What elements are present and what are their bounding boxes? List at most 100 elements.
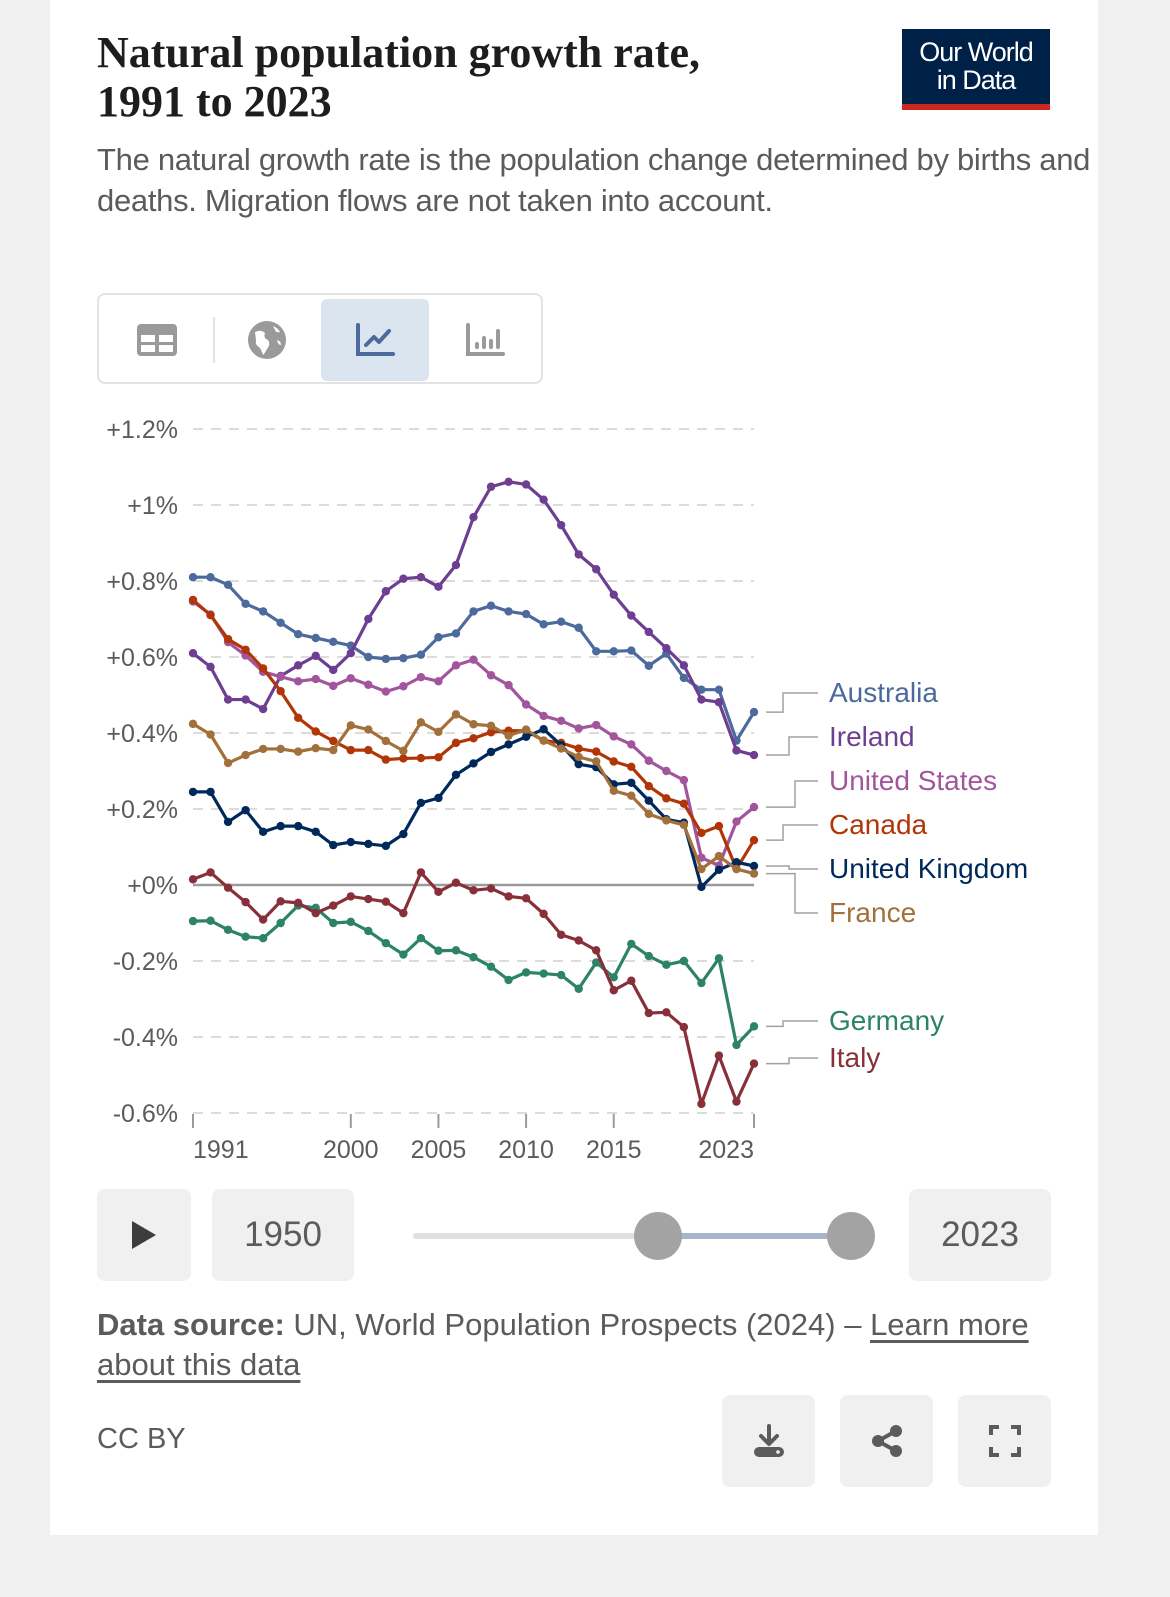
data-point: [662, 816, 671, 825]
data-point: [329, 637, 338, 646]
data-point: [749, 835, 759, 845]
data-point: [241, 599, 250, 608]
data-point: [223, 925, 233, 935]
data-point: [381, 938, 391, 948]
data-point: [697, 882, 706, 892]
data-point: [556, 744, 566, 753]
data-point: [416, 718, 426, 727]
data-point: [521, 968, 531, 977]
data-point: [539, 736, 548, 745]
data-point: [539, 969, 548, 978]
data-point: [697, 864, 706, 874]
end-year-button[interactable]: 2023: [909, 1189, 1051, 1281]
data-point: [749, 802, 759, 812]
data-point: [486, 728, 496, 737]
globe-icon: [248, 321, 286, 359]
data-point: [662, 960, 671, 969]
license[interactable]: CC BY: [97, 1423, 186, 1455]
label-connector: [766, 1057, 818, 1065]
data-point: [223, 883, 233, 892]
y-tick-label: +1.2%: [106, 416, 178, 444]
data-point: [679, 799, 689, 808]
data-point: [434, 946, 443, 955]
data-point: [416, 934, 426, 943]
data-point: [486, 884, 496, 893]
fullscreen-button[interactable]: [958, 1395, 1051, 1487]
data-point: [697, 685, 706, 694]
data-point: [381, 755, 391, 764]
timeline-start-handle[interactable]: [634, 1212, 682, 1260]
y-tick-label: +0.2%: [106, 796, 178, 824]
data-point: [293, 630, 303, 639]
data-point: [346, 837, 355, 847]
data-point: [416, 868, 426, 877]
data-point: [627, 762, 636, 772]
timeline-selected-range[interactable]: [658, 1233, 851, 1239]
data-point: [714, 851, 724, 861]
data-point: [276, 672, 285, 681]
data-point: [188, 875, 198, 884]
data-point: [609, 986, 618, 995]
tab-table[interactable]: [103, 299, 211, 381]
timeline-end-handle[interactable]: [827, 1212, 875, 1260]
data-point: [609, 590, 618, 599]
download-icon: [753, 1424, 784, 1457]
data-point: [258, 744, 268, 754]
data-point: [504, 680, 513, 690]
data-point: [486, 482, 496, 491]
data-point: [749, 1059, 759, 1068]
play-button[interactable]: [97, 1189, 191, 1281]
data-point: [329, 918, 338, 928]
data-point: [241, 695, 250, 704]
fullscreen-icon: [988, 1425, 1021, 1457]
data-point: [206, 573, 215, 582]
y-tick-label: +0%: [127, 872, 178, 900]
data-point: [364, 745, 373, 755]
data-point: [188, 787, 198, 797]
data-point: [258, 664, 268, 673]
start-year-button[interactable]: 1950: [212, 1189, 354, 1281]
data-point: [416, 573, 426, 582]
data-point: [556, 520, 566, 530]
tab-line-chart[interactable]: [321, 299, 429, 381]
data-point: [521, 480, 531, 489]
tab-bar-chart[interactable]: [431, 299, 539, 381]
data-point: [188, 595, 198, 605]
data-point: [399, 908, 408, 918]
data-point: [399, 950, 408, 959]
data-point: [486, 962, 496, 971]
data-point: [276, 687, 285, 696]
label-connector: [766, 780, 818, 808]
source-text: UN, World Population Prospects (2024) –: [284, 1307, 871, 1342]
data-point: [644, 809, 654, 819]
data-point: [258, 915, 268, 924]
data-point: [504, 740, 513, 749]
data-point: [486, 671, 496, 680]
data-point: [206, 611, 215, 620]
y-tick-label: -0.2%: [113, 948, 178, 976]
data-point: [697, 828, 706, 838]
data-point: [346, 892, 355, 901]
owid-logo[interactable]: Our World in Data: [902, 29, 1050, 110]
data-point: [276, 618, 285, 627]
data-point: [434, 582, 443, 591]
x-tick-label: 2005: [411, 1136, 467, 1164]
tab-map[interactable]: [213, 299, 321, 381]
data-point: [241, 897, 250, 907]
data-point: [364, 614, 373, 624]
data-point: [311, 674, 320, 684]
data-point: [732, 746, 741, 755]
data-point: [556, 617, 566, 626]
data-point: [469, 886, 478, 895]
data-point: [469, 759, 478, 768]
data-point: [521, 732, 531, 741]
data-point: [223, 695, 233, 704]
data-point: [697, 978, 706, 988]
data-point: [627, 939, 636, 949]
data-point: [188, 916, 198, 926]
data-point: [469, 953, 478, 962]
data-point: [416, 672, 426, 682]
download-button[interactable]: [722, 1395, 815, 1487]
learn-more-link[interactable]: Learn more about this data: [97, 1307, 1029, 1382]
share-button[interactable]: [840, 1395, 933, 1487]
